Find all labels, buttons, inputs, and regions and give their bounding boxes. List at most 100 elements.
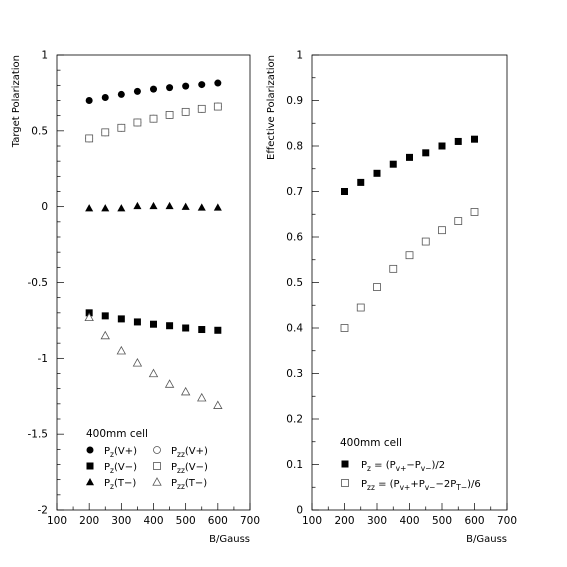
y-tick-label-right: 0.1	[286, 459, 303, 471]
legend-marker	[341, 460, 349, 468]
legend-entry: Pzz(T−)	[171, 478, 207, 491]
y-tick-label-left: 0.5	[31, 125, 48, 137]
data-point	[133, 201, 142, 210]
y-tick-label-left: -1.5	[28, 429, 49, 441]
data-point	[214, 326, 222, 334]
data-point	[133, 87, 141, 95]
data-point	[164, 379, 175, 388]
y-tick-label-left: -2	[38, 505, 48, 517]
data-point	[182, 324, 190, 332]
y-axis-label: Effective Polarization	[266, 55, 277, 160]
data-point	[150, 320, 157, 328]
legend-marker	[153, 462, 161, 470]
data-point	[101, 204, 110, 212]
data-point	[84, 312, 94, 322]
legend-entry: Pzz = (Pv++Pv−−2PT−)/6	[361, 479, 481, 492]
data-point	[117, 123, 126, 132]
data-point	[422, 149, 430, 157]
y-tick-label-right: 0.6	[286, 232, 303, 244]
legend-title: 400mm cell	[340, 437, 402, 449]
x-tick-label: 200	[334, 515, 354, 527]
y-tick-label-left: 1	[41, 50, 48, 62]
data-point	[101, 128, 110, 137]
data-point	[85, 97, 93, 104]
data-point	[438, 142, 446, 150]
data-point	[149, 114, 158, 123]
y-axis-label: Target Polarization	[11, 55, 22, 148]
data-point	[117, 315, 125, 323]
data-point	[341, 188, 348, 195]
data-point	[100, 330, 110, 340]
data-point	[165, 201, 174, 210]
data-point	[117, 204, 126, 212]
x-axis-label: B/Gauss	[466, 534, 507, 545]
y-tick-label-left: -1	[38, 353, 48, 365]
data-point	[389, 264, 398, 273]
x-tick-label: 600	[464, 515, 484, 527]
legend-entry: Pz = (Pv+−Pv−)/2	[361, 460, 445, 473]
x-tick-label: 400	[143, 515, 163, 527]
legend-entry: Pz(V+)	[104, 446, 137, 459]
legend-marker	[85, 477, 95, 486]
data-point	[356, 303, 365, 312]
y-tick-label-left: -0.5	[28, 277, 49, 289]
legend-title: 400mm cell	[86, 428, 148, 440]
data-point	[389, 160, 397, 168]
data-point	[197, 203, 206, 211]
data-point	[213, 203, 222, 211]
y-tick-label-right: 0.4	[286, 323, 303, 335]
data-point	[213, 400, 223, 409]
plot-frame	[56, 54, 251, 511]
data-point	[373, 283, 381, 291]
y-tick-label-right: 0.5	[286, 277, 303, 289]
data-point	[165, 111, 174, 119]
y-tick-label-right: 0.7	[286, 186, 303, 198]
x-tick-label: 300	[111, 515, 131, 527]
legend-marker	[153, 446, 161, 454]
data-point	[357, 178, 365, 186]
data-point	[373, 169, 381, 177]
data-point	[214, 79, 222, 87]
chart-panel-right: 100 200 300 400 500 600 700 1 0.9 0.8 0.7 0.6 0.5 0.4…	[266, 50, 517, 546]
data-point	[470, 208, 479, 216]
legend-marker	[86, 462, 94, 470]
data-point	[85, 204, 94, 212]
data-point	[421, 237, 430, 246]
legend-marker	[152, 477, 162, 486]
y-tick-label-right: 0.9	[286, 95, 303, 107]
y-tick-label-right: 0	[296, 505, 303, 517]
data-point	[117, 90, 125, 98]
data-point	[198, 326, 206, 334]
data-point	[406, 153, 413, 161]
data-point	[197, 392, 207, 402]
x-tick-label: 500	[176, 515, 196, 527]
data-point	[213, 102, 222, 111]
x-tick-label: 700	[497, 515, 517, 527]
legend-entry: Pzz(V−)	[171, 462, 208, 475]
legend-entry: Pz(V−)	[104, 462, 137, 475]
data-point	[85, 134, 94, 143]
y-tick-label-left: 0	[41, 201, 48, 213]
data-point	[340, 324, 349, 332]
data-point	[182, 82, 190, 90]
data-point	[166, 322, 174, 330]
data-point	[438, 226, 446, 235]
x-tick-label: 500	[432, 515, 452, 527]
legend-entry: Pz(T−)	[104, 478, 136, 491]
x-tick-label: 100	[302, 515, 322, 527]
data-point	[405, 251, 414, 260]
legend-entry: Pzz(V+)	[171, 446, 208, 459]
x-tick-label: 700	[240, 515, 260, 527]
data-point	[166, 84, 174, 92]
data-point	[101, 312, 109, 320]
data-point	[181, 107, 190, 116]
y-tick-label-right: 0.2	[286, 414, 303, 426]
y-tick-label-right: 0.8	[286, 141, 303, 153]
data-point	[133, 318, 141, 326]
data-point	[148, 368, 159, 378]
x-axis-label: B/Gauss	[209, 534, 250, 545]
data-point	[180, 386, 191, 396]
legend-marker	[86, 446, 94, 454]
data-point	[181, 202, 190, 210]
